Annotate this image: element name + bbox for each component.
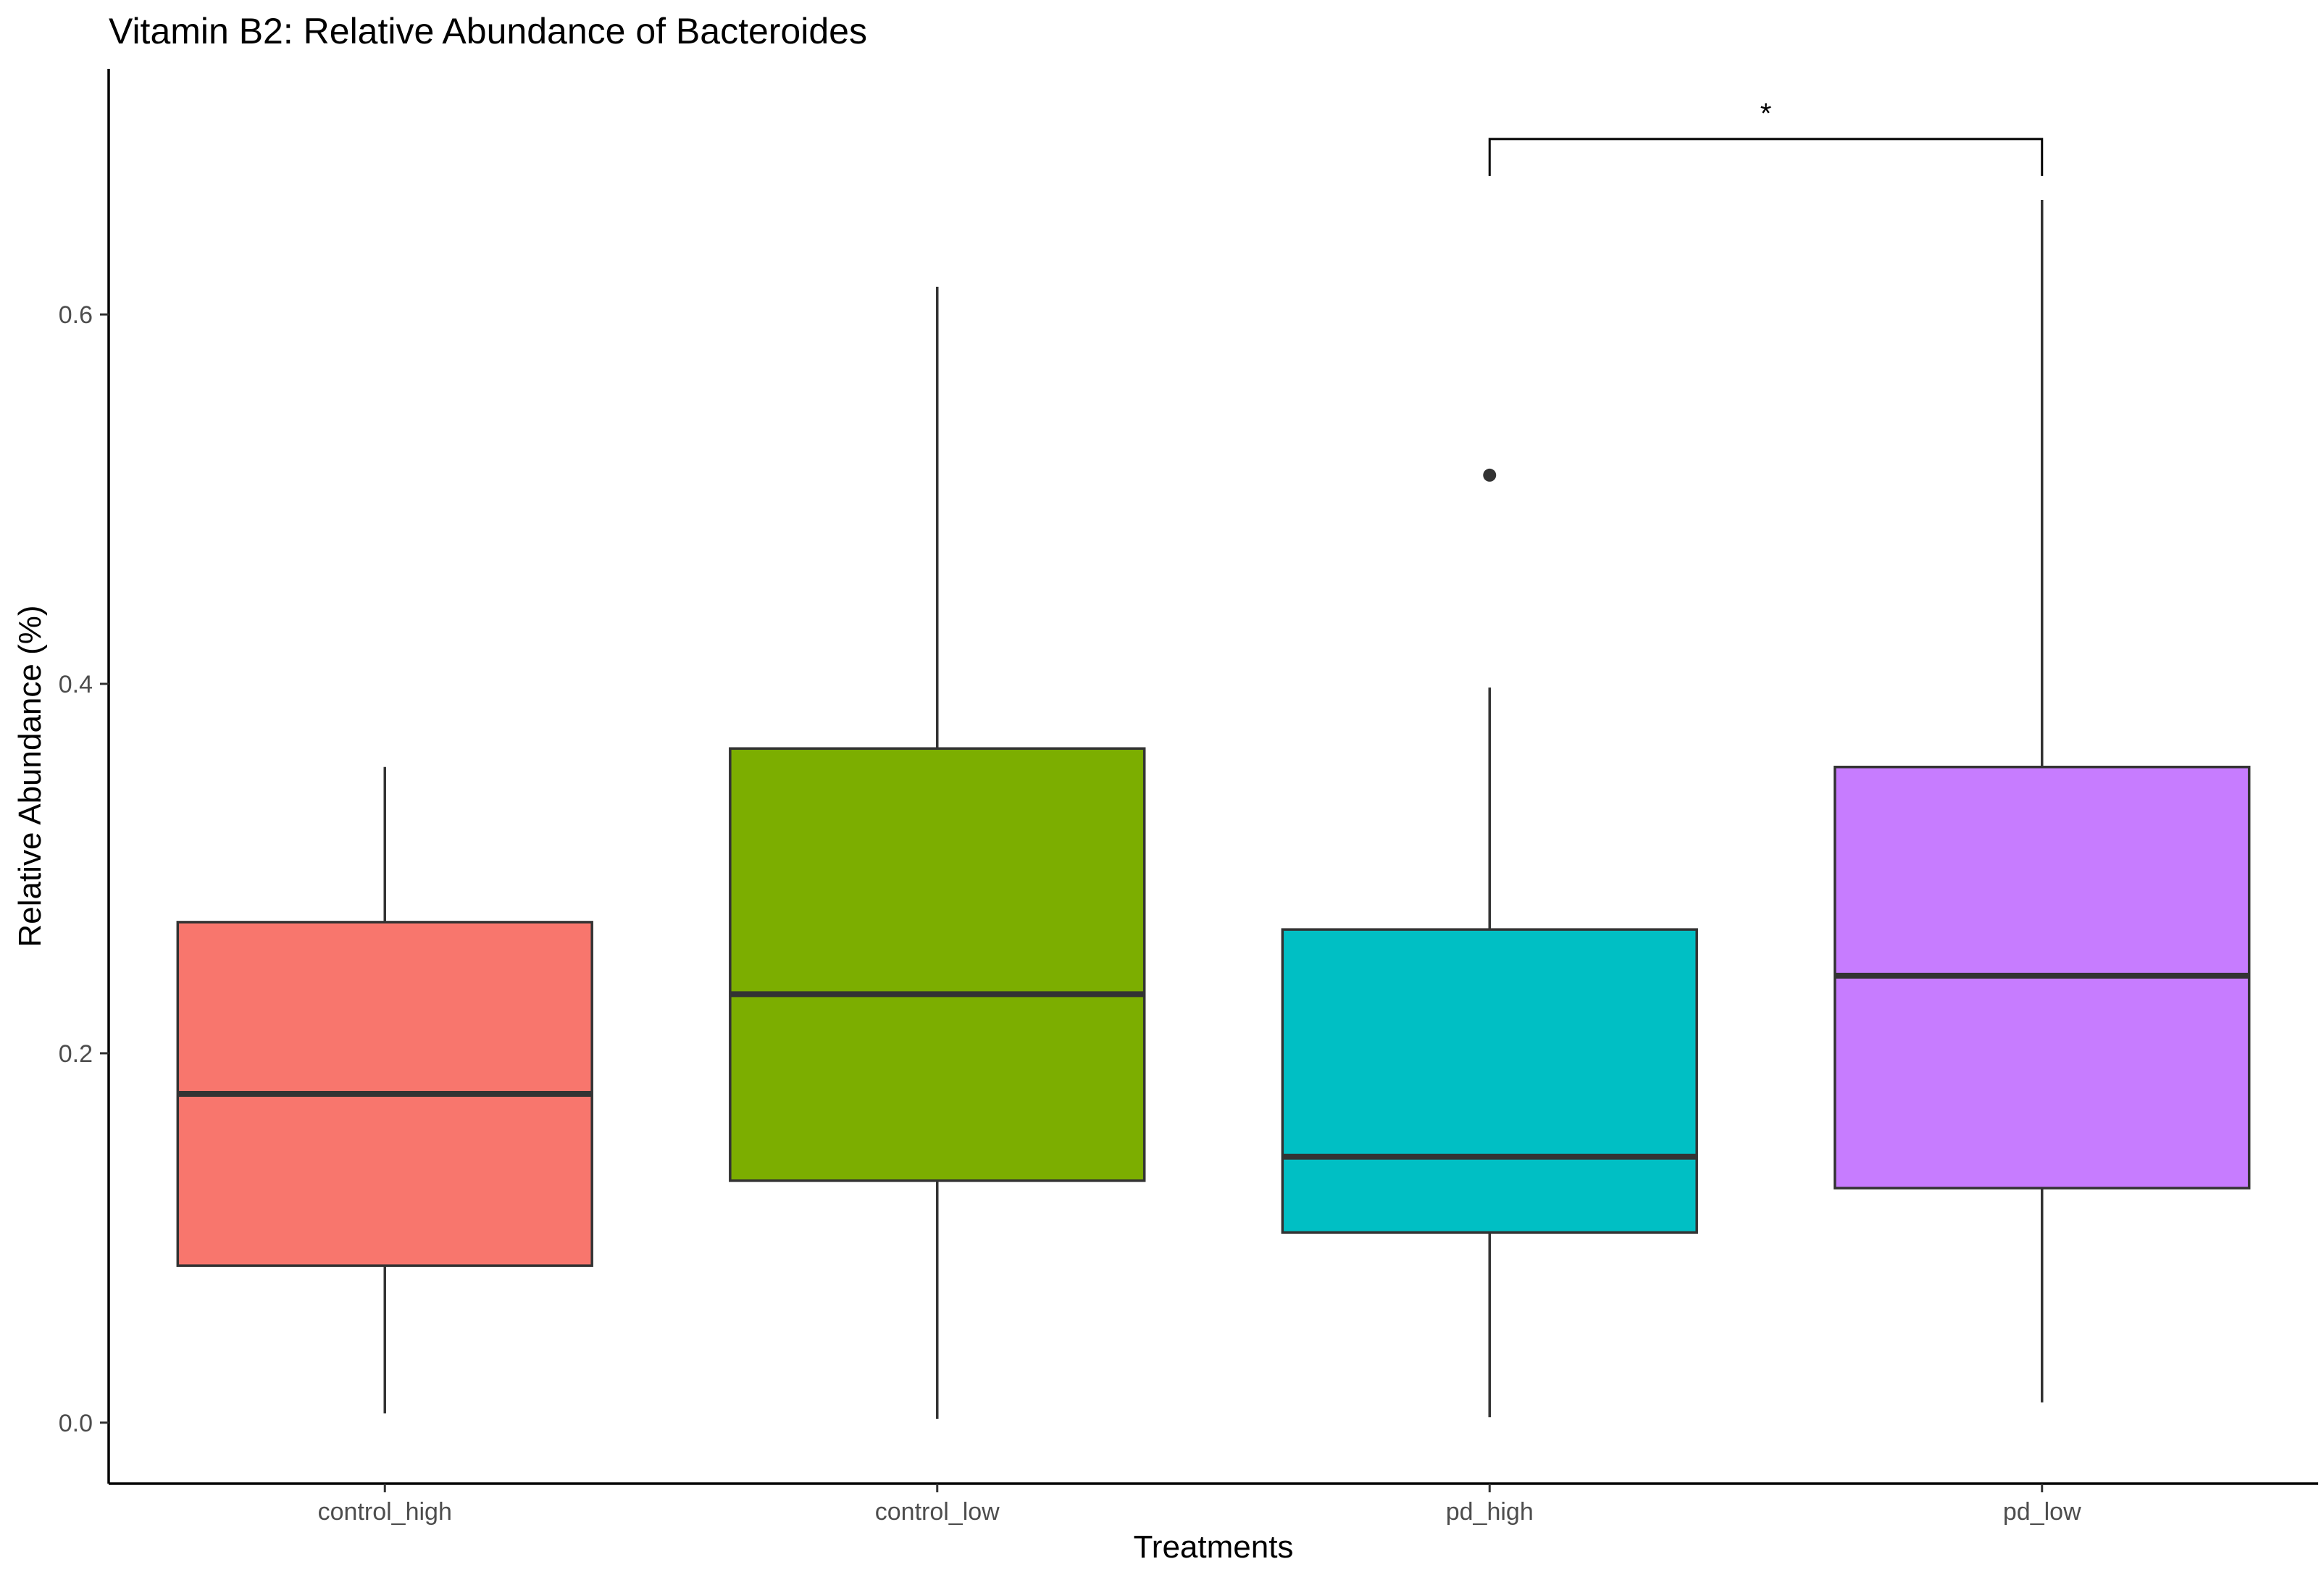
y-axis-title: Relative Abundance (%) <box>12 605 48 947</box>
y-tick-label: 0.2 <box>59 1040 93 1068</box>
y-tick-label: 0.4 <box>59 671 93 698</box>
x-tick-label-control-low: control_low <box>875 1498 1000 1526</box>
outlier-point <box>1483 468 1497 482</box>
box-control-high <box>176 766 593 1414</box>
chart-title: Vitamin B2: Relative Abundance of Bacter… <box>109 11 867 51</box>
box-pd-low <box>1834 200 2251 1402</box>
y-tick-label: 0.0 <box>59 1410 93 1437</box>
x-tick-label-pd-low: pd_low <box>2003 1498 2081 1526</box>
box-control-low <box>729 286 1146 1419</box>
y-axis: 0.0 0.2 0.4 0.6 <box>59 301 109 1437</box>
box-iqr <box>1281 928 1698 1234</box>
x-axis: control_high control_low pd_high pd_low <box>318 1484 2081 1526</box>
significance-label: * <box>1760 98 1772 130</box>
box-iqr <box>729 747 1146 1182</box>
box-pd-high <box>1281 468 1698 1418</box>
x-tick-label-control-high: control_high <box>318 1498 452 1526</box>
y-tick-label: 0.6 <box>59 301 93 329</box>
x-tick-label-pd-high: pd_high <box>1446 1498 1534 1526</box>
bracket-line <box>1488 138 2044 176</box>
x-axis-title: Treatments <box>1134 1529 1294 1565</box>
plot-area: * <box>176 98 2251 1419</box>
significance-bracket: * <box>1488 98 2044 176</box>
